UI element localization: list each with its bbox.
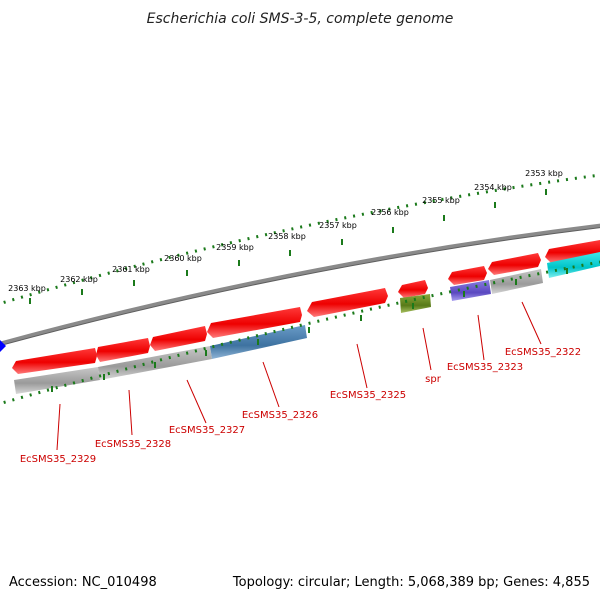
- gene-ecsms35-2329[interactable]: [12, 348, 97, 374]
- gene-label[interactable]: EcSMS35_2329: [20, 454, 96, 465]
- gene-label[interactable]: EcSMS35_2326: [242, 410, 318, 421]
- major-tick: [81, 289, 83, 295]
- genome-backbone-shadow: [0, 227, 600, 347]
- inner-major-tick: [51, 386, 53, 392]
- leader-ecsms35-2327: [186, 379, 207, 424]
- inner-major-tick: [463, 291, 465, 297]
- label-leaders: [56, 301, 542, 451]
- gene-ecsms35-2328[interactable]: [96, 338, 150, 362]
- gene-ecsms35-2323[interactable]: [448, 266, 487, 285]
- major-tick: [443, 215, 445, 221]
- kbp-label: 2363 kbp: [8, 284, 46, 293]
- gene-ecsms35-2327[interactable]: [150, 326, 207, 351]
- major-tick: [392, 227, 394, 233]
- major-tick: [341, 239, 343, 245]
- map-title: Escherichia coli SMS-3-5, complete genom…: [147, 11, 454, 27]
- kbp-label: 2356 kbp: [371, 208, 409, 217]
- leader-ecsms35-2329: [56, 403, 61, 451]
- kbp-label: 2360 kbp: [164, 254, 202, 263]
- feature-grey-1[interactable]: [14, 367, 100, 394]
- gene-label[interactable]: spr: [425, 374, 442, 385]
- inner-scale: [0, 260, 600, 406]
- leader-spr: [422, 327, 432, 371]
- inner-major-tick: [308, 327, 310, 333]
- feature-cyan[interactable]: [547, 252, 600, 278]
- major-tick: [29, 298, 31, 304]
- kbp-label: 2361 kbp: [112, 265, 150, 274]
- inner-major-tick: [412, 303, 414, 309]
- gene-label[interactable]: EcSMS35_2325: [330, 390, 406, 401]
- major-tick: [545, 189, 547, 195]
- gene-label[interactable]: EcSMS35_2322: [505, 347, 581, 358]
- gene-label[interactable]: EcSMS35_2328: [95, 439, 171, 450]
- leader-ecsms35-2322: [521, 301, 542, 345]
- kbp-label: 2359 kbp: [216, 243, 254, 252]
- kbp-label: 2362 kbp: [60, 275, 98, 284]
- gene-arrow-blue-edge[interactable]: [0, 338, 6, 354]
- leader-ecsms35-2323: [477, 314, 485, 361]
- gene-ecsms35-2322[interactable]: [488, 253, 541, 275]
- major-tick: [238, 260, 240, 266]
- leader-ecsms35-2325: [356, 343, 368, 389]
- major-tick: [186, 270, 188, 276]
- kbp-label: 2357 kbp: [319, 221, 357, 230]
- kbp-label: 2358 kbp: [268, 232, 306, 241]
- inner-major-tick: [154, 362, 156, 368]
- leader-ecsms35-2326: [262, 361, 280, 408]
- gene-label[interactable]: EcSMS35_2323: [447, 362, 523, 373]
- inner-major-tick: [566, 268, 568, 274]
- kbp-label: 2355 kbp: [422, 196, 460, 205]
- genome-backbone: [0, 223, 600, 346]
- feature-purple[interactable]: [450, 280, 491, 301]
- gene-label[interactable]: EcSMS35_2327: [169, 425, 245, 436]
- forward-strand: [12, 240, 600, 374]
- major-tick: [494, 202, 496, 208]
- inner-major-tick: [103, 374, 105, 380]
- inner-major-tick: [257, 339, 259, 345]
- accession-text: Accession: NC_010498: [9, 575, 157, 590]
- gene-ecsms35-2326[interactable]: [207, 307, 302, 338]
- leader-ecsms35-2328: [128, 389, 133, 436]
- outer-scale: 2363 kbp 2362 kbp 2361 kbp 2360 kbp 2359…: [0, 169, 600, 306]
- genome-summary: Topology: circular; Length: 5,068,389 bp…: [232, 575, 590, 590]
- kbp-label: 2353 kbp: [525, 169, 563, 178]
- inner-major-tick: [515, 279, 517, 285]
- major-tick: [289, 250, 291, 256]
- inner-major-tick: [205, 350, 207, 356]
- inner-major-tick: [360, 315, 362, 321]
- gene-ecsms35-2325[interactable]: [307, 288, 388, 317]
- gene-spr[interactable]: [398, 280, 428, 298]
- major-tick: [133, 280, 135, 286]
- kbp-label: 2354 kbp: [474, 183, 512, 192]
